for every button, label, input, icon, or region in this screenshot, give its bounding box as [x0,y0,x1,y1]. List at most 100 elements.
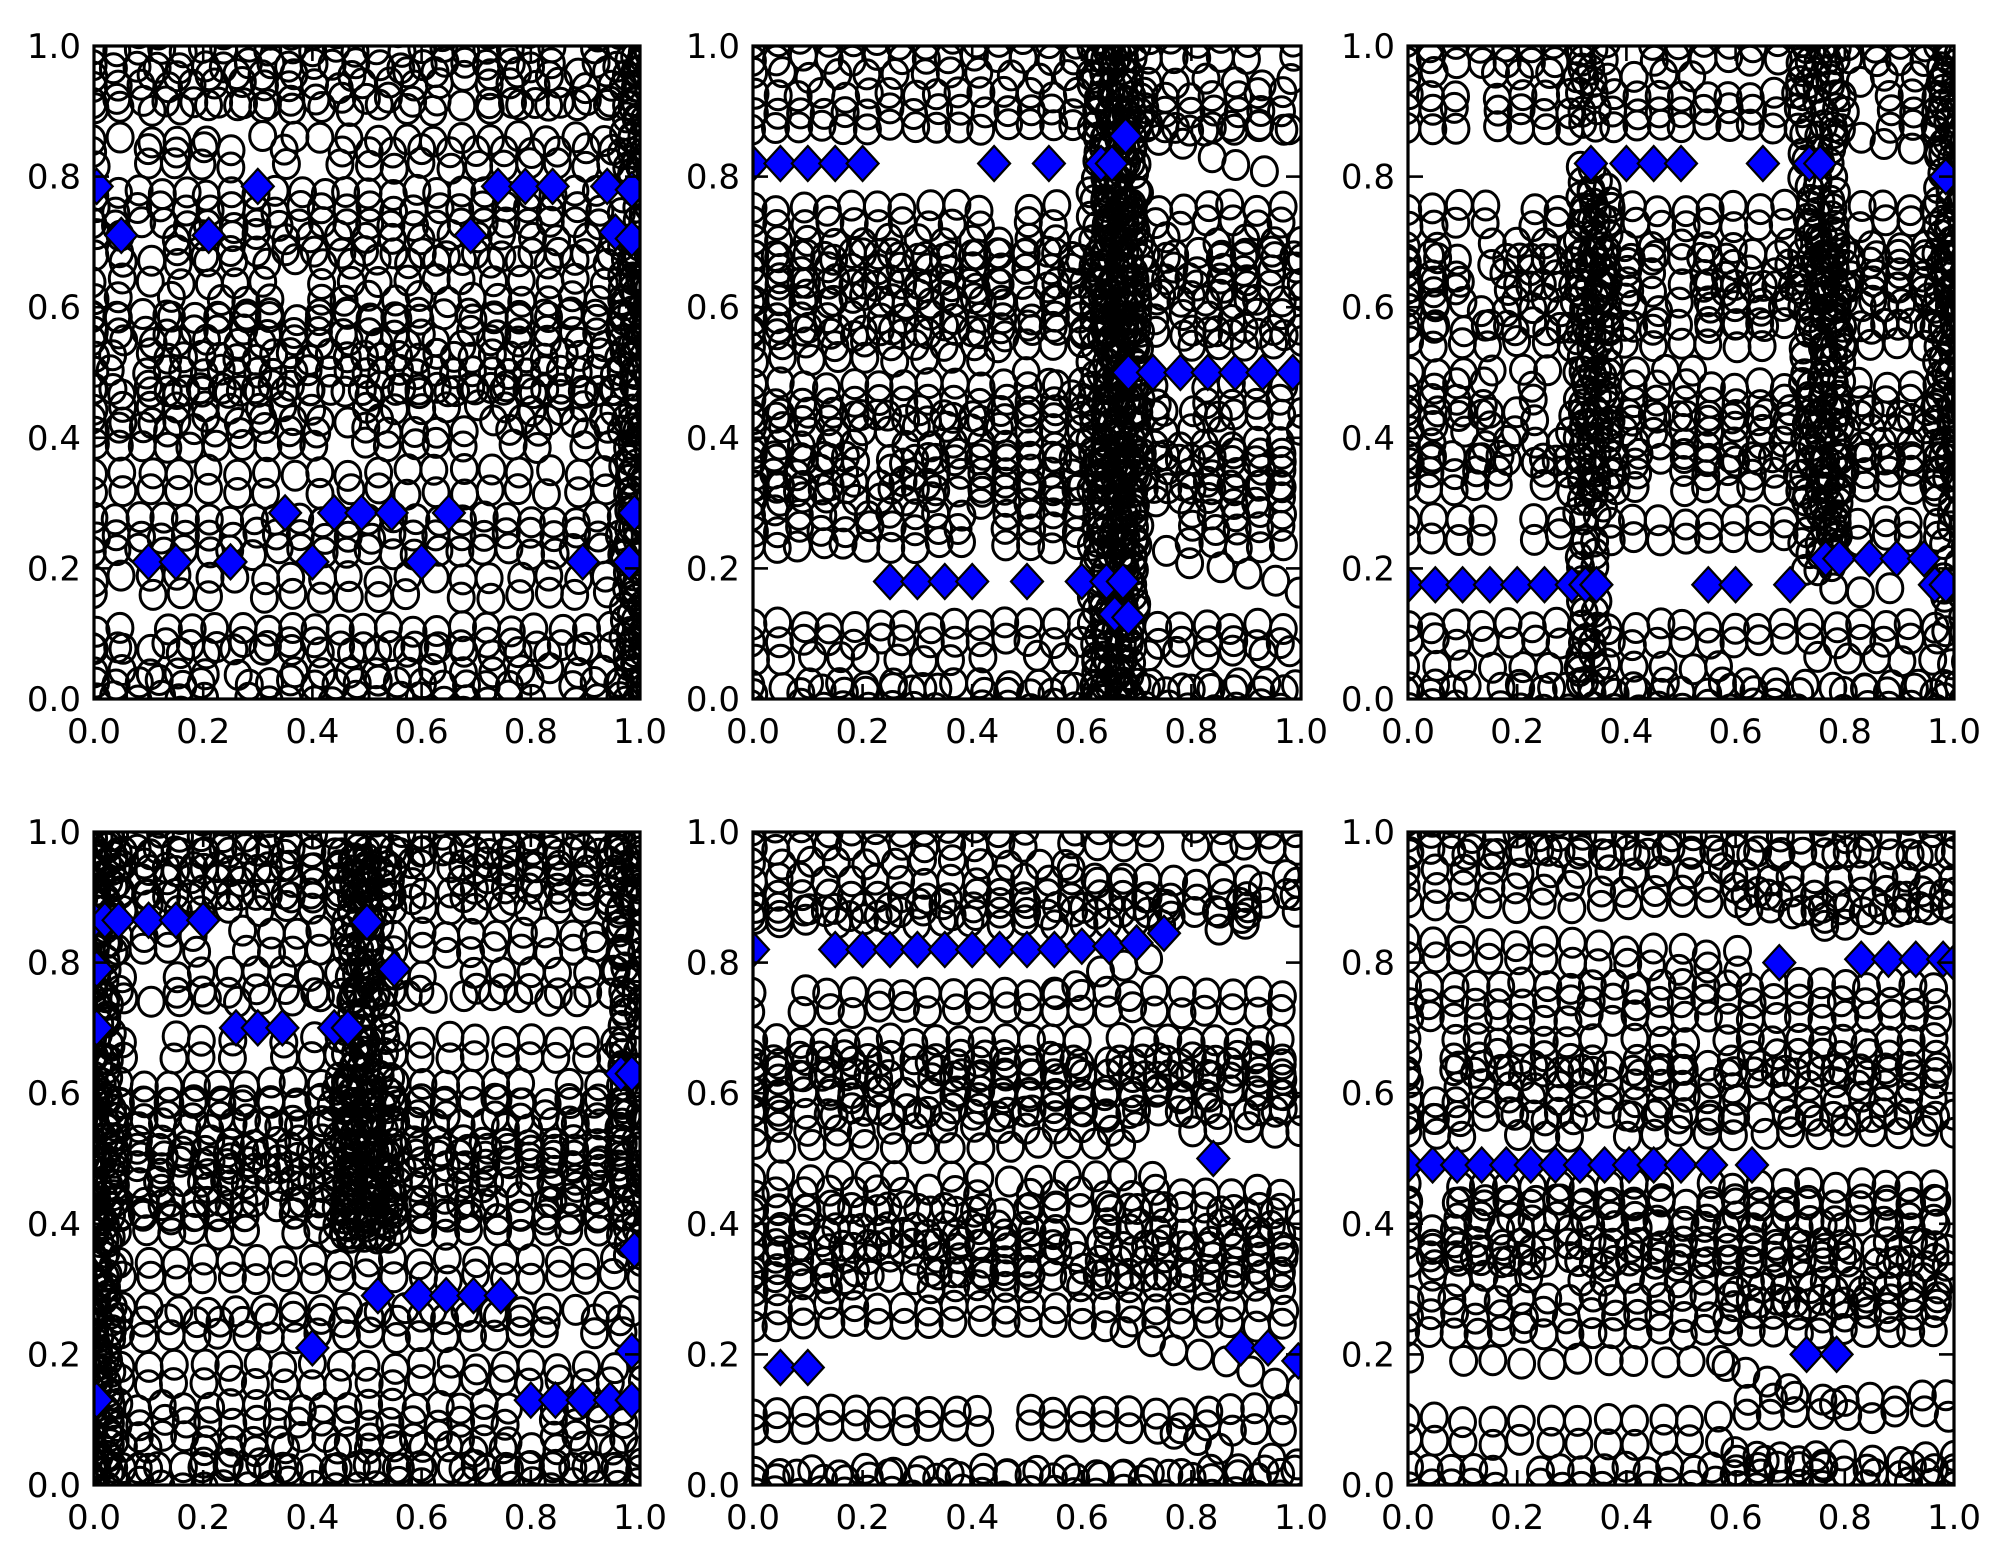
subplot-r2c2-ytick-label: 0.8 [686,944,740,984]
subplot-r1c3-circles-layer [1408,46,1954,699]
subplot-r2c2-xtick-label: 0.8 [1164,1498,1218,1538]
subplot-r2c3-xtick-label: 0.6 [1709,1498,1763,1538]
subplot-r2c2-ytick-label: 0.6 [686,1074,740,1114]
subplot-r1c2-xtick-label: 0.0 [726,712,780,752]
subplot-r2c2-circles-layer [753,832,1301,1485]
subplot-r2c3-xtick-label: 1.0 [1927,1498,1981,1538]
subplot-r2c2-xtick-label: 0.4 [945,1498,999,1538]
subplot-r2c1-axis-frame [92,830,642,1487]
subplot-r2c1-ytick-label: 0.4 [27,1205,81,1245]
subplot-r1c3-xtick-label: 0.0 [1381,712,1435,752]
subplot-r2c1: 0.00.0 0.2 0.2 0.4 0.4 0.6 0.6 0.8 0.8 1.0 1.0 [27,813,667,1538]
subplot-r1c3-xtick-label: 0.6 [1709,712,1763,752]
subplot-r1c1-xtick-label: 0.8 [504,712,558,752]
subplot-r2c3-axis-frame [1406,830,1956,1487]
subplot-r1c3-ytick-label: 0.0 [1341,680,1395,720]
subplot-r2c2: 0.00.0 0.2 0.2 0.4 0.4 0.6 0.6 0.8 0.8 1.0 1.0 [686,813,1328,1538]
subplot-r1c3-diamonds-layer [1408,144,1954,604]
subplot-r2c1-xtick-label: 0.0 [67,1498,121,1538]
subplot-r1c3-ticks [1406,44,1956,701]
subplot-r2c1-xtick-label: 0.6 [395,1498,449,1538]
subplot-r2c2-ytick-label: 0.4 [686,1205,740,1245]
subplot-r1c1-axis-frame [92,44,642,701]
subplot-r1c2-xtick-label: 0.4 [945,712,999,752]
subplot-r1c3-xtick-label: 0.2 [1490,712,1544,752]
subplot-r2c3-ytick-label: 0.0 [1341,1466,1395,1506]
subplot-r2c2-ticks [751,830,1303,1487]
subplot-r1c2-xtick-label: 0.2 [836,712,890,752]
subplot-r2c2-ytick-label: 0.2 [686,1335,740,1375]
subplot-r2c2-xtick-label: 0.0 [726,1498,780,1538]
subplot-r2c1-ytick-label: 0.6 [27,1074,81,1114]
subplot-r1c2-ytick-label: 0.6 [686,288,740,328]
subplot-r1c2-ytick-label: 0.0 [686,680,740,720]
subplot-r1c1-xtick-label: 0.6 [395,712,449,752]
subplot-r1c1-ytick-label: 0.6 [27,288,81,328]
subplot-r1c2-xtick-label: 0.8 [1164,712,1218,752]
subplot-r2c2-ytick-label: 0.0 [686,1466,740,1506]
subplot-r1c3-ytick-label: 0.8 [1341,158,1395,198]
subplot-r2c1-ytick-label: 1.0 [27,813,81,853]
subplot-r1c1-ytick-label: 0.2 [27,549,81,589]
subplot-r1c3-xtick-label: 0.4 [1599,712,1653,752]
subplot-r1c1-ytick-label: 0.4 [27,419,81,459]
subplot-r1c1-ytick-label: 1.0 [27,27,81,67]
subplot-r1c3-xtick-label: 0.8 [1818,712,1872,752]
subplot-r1c3-axis-frame [1406,44,1956,701]
subplot-r2c1-xtick-label: 0.8 [504,1498,558,1538]
subplot-r1c2-ytick-label: 0.4 [686,419,740,459]
subplot-r2c1-xtick-label: 0.4 [285,1498,339,1538]
subplot-r2c1-xtick-label: 1.0 [613,1498,667,1538]
subplot-r1c3-ytick-label: 1.0 [1341,27,1395,67]
subplot-r1c2-ytick-label: 0.2 [686,549,740,589]
subplot-r1c1-xtick-label: 0.0 [67,712,121,752]
subplot-r1c2-xtick-label: 1.0 [1274,712,1328,752]
subplot-r2c2-ytick-label: 1.0 [686,813,740,853]
subplot-r2c2-xtick-label: 0.6 [1055,1498,1109,1538]
subplot-r2c3-xtick-label: 0.2 [1490,1498,1544,1538]
subplot-r2c2-xtick-label: 1.0 [1274,1498,1328,1538]
subplot-r1c2-axis-frame [751,44,1303,701]
subplot-r1c3: 0.00.0 0.2 0.2 0.4 0.4 0.6 0.6 0.8 0.8 1.0 1.0 [1341,27,1981,752]
subplot-r2c3-ytick-label: 1.0 [1341,813,1395,853]
subplot-r1c3-ytick-label: 0.2 [1341,549,1395,589]
subplot-r2c1-ytick-label: 0.8 [27,944,81,984]
subplot-r1c1-ticks [92,44,642,701]
subplot-r2c2-diamonds-layer [753,914,1301,1387]
subplot-r1c2-ytick-label: 0.8 [686,158,740,198]
subplot-r1c1-ytick-label: 0.8 [27,158,81,198]
subplot-r2c3: 0.00.0 0.2 0.2 0.4 0.4 0.6 0.6 0.8 0.8 1.0 1.0 [1341,813,1981,1538]
subplot-r2c1-xtick-label: 0.2 [176,1498,230,1538]
subplot-r2c1-ticks [92,830,642,1487]
subplot-r2c3-diamonds-layer [1408,940,1954,1374]
subplot-r1c2: 0.00.0 0.2 0.2 0.4 0.4 0.6 0.6 0.8 0.8 1.0 1.0 [686,27,1328,752]
subplot-r1c2-circles-layer [753,46,1301,699]
subplot-r2c1-diamonds-layer [94,901,640,1420]
subplot-r1c2-ticks [751,44,1303,701]
subplot-r1c1-xtick-label: 1.0 [613,712,667,752]
subplot-r1c1-diamonds-layer [94,167,640,582]
subplot-r2c3-ytick-label: 0.4 [1341,1205,1395,1245]
subplot-r1c1-circles-layer [94,46,640,699]
subplot-r2c1-ytick-label: 0.0 [27,1466,81,1506]
subplot-r2c3-ytick-label: 0.8 [1341,944,1395,984]
subplot-r1c1-ytick-label: 0.0 [27,680,81,720]
subplot-r2c3-xtick-label: 0.4 [1599,1498,1653,1538]
subplot-r1c2-ytick-label: 1.0 [686,27,740,67]
subplot-r2c3-ytick-label: 0.2 [1341,1335,1395,1375]
subplot-r2c3-ticks [1406,830,1956,1487]
subplot-r2c3-xtick-label: 0.0 [1381,1498,1435,1538]
subplot-r2c2-axis-frame [751,830,1303,1487]
subplot-r1c1: 0.00.0 0.2 0.2 0.4 0.4 0.6 0.6 0.8 0.8 1.0 1.0 [27,27,667,752]
subplot-r2c2-xtick-label: 0.2 [836,1498,890,1538]
subplot-r1c1-xtick-label: 0.4 [285,712,339,752]
subplot-r1c2-diamonds-layer [753,116,1301,637]
subplot-r2c1-ytick-label: 0.2 [27,1335,81,1375]
subplot-r1c2-xtick-label: 0.6 [1055,712,1109,752]
subplot-r1c3-ytick-label: 0.4 [1341,419,1395,459]
subplot-r1c3-xtick-label: 1.0 [1927,712,1981,752]
subplot-r2c3-ytick-label: 0.6 [1341,1074,1395,1114]
subplot-r1c1-xtick-label: 0.2 [176,712,230,752]
